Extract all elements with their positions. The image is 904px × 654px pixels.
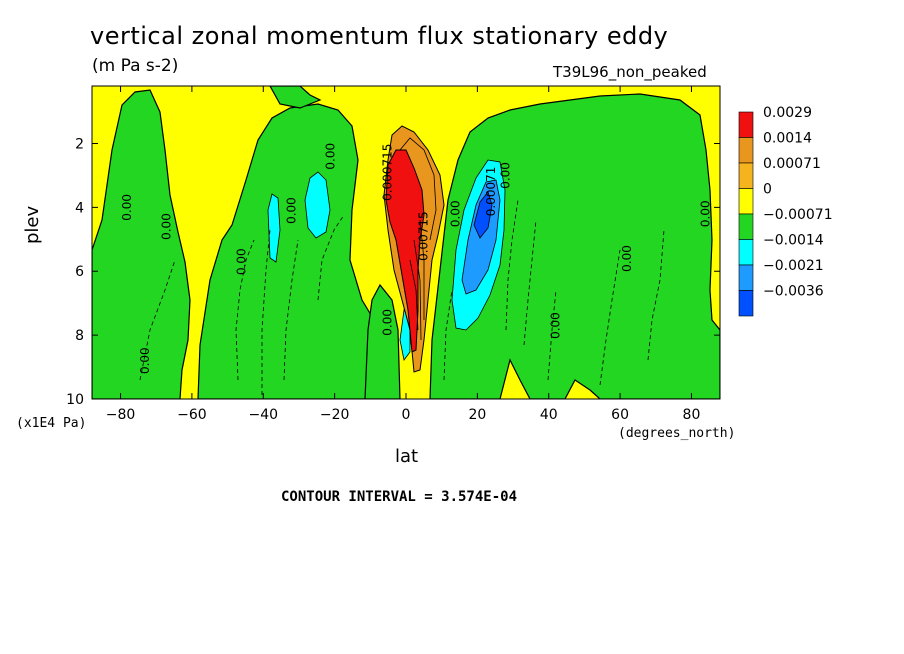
y-tick-label-2: 6 (75, 264, 84, 280)
y-axis-label-text: plev (22, 205, 43, 244)
dataset-label: T39L96_non_peaked (553, 63, 707, 81)
region-green-north (429, 93, 720, 399)
x-tick-label-5: 20 (468, 407, 486, 423)
y-axis: 2 4 6 8 10 (66, 136, 720, 408)
region-orange-inner (399, 137, 437, 241)
legend-label-1: 0.0014 (763, 131, 812, 147)
contour-label-8: 0.00715 (416, 211, 430, 261)
x-tick-label-6: 40 (540, 407, 558, 423)
contour-inner-lines (409, 219, 425, 341)
contour-label-1: 0.00 (160, 213, 174, 240)
contour-label-4: 0.00 (284, 197, 298, 224)
contour-label-11: 0.00 (498, 162, 512, 189)
x-axis-label: lat (395, 446, 419, 467)
legend-label-2: 0.00071 (763, 156, 821, 172)
contour-label-3: 0.00 (234, 248, 248, 275)
legend-label-0: 0.0029 (763, 105, 812, 121)
legend-swatch-5 (738, 239, 754, 266)
legend-label-6: −0.0021 (763, 258, 824, 274)
legend-label-4: −0.00071 (763, 207, 833, 223)
contour-labels: 0.000.000.000.000.000.00 0.0007150.000.00… (120, 143, 712, 374)
chart-title: vertical zonal momentum flux stationary … (90, 22, 669, 50)
legend-swatch-2 (738, 162, 754, 189)
region-cyan-south2 (267, 193, 281, 263)
contour-label-7: 0.00 (381, 309, 395, 336)
contour-label-0: 0.00 (120, 194, 134, 221)
y-tick-label-0: 2 (75, 136, 84, 152)
x-tick-label-7: 60 (611, 407, 629, 423)
legend-swatch-7 (738, 290, 754, 317)
region-deepblue-north (473, 191, 493, 239)
contour-label-12: 0.00 (548, 312, 562, 339)
legend-swatch-1 (738, 137, 754, 164)
region-green-top (269, 86, 322, 109)
y-tick-label-1: 4 (75, 200, 84, 216)
chart-subtitle: (m Pa s-2) (92, 56, 179, 76)
region-cyan-south (304, 171, 331, 239)
y-axis-label: plev (22, 206, 43, 244)
contour-label-14: 0.00 (698, 200, 712, 227)
x-tick-label-2: −40 (248, 407, 278, 423)
contour-label-10: 0.00071 (484, 167, 498, 217)
y-axis-units: (x1E4 Pa) (16, 416, 87, 431)
x-axis: −80 −60 −40 −20 0 20 40 60 80 (106, 86, 701, 423)
legend-swatch-4 (738, 213, 754, 240)
region-green-eq (364, 283, 401, 399)
contour-label-9: 0.00 (449, 200, 463, 227)
legend-label-3: 0 (763, 182, 772, 198)
contour-field (92, 86, 720, 399)
legend: 0.0029 0.0014 0.00071 0 −0.00071 −0.0014 −0.00… (738, 105, 833, 317)
legend-swatch-6 (738, 264, 754, 291)
x-tick-label-8: 80 (683, 407, 701, 423)
x-axis-units: (degrees_north) (618, 426, 736, 441)
legend-label-7: −0.0036 (763, 284, 824, 300)
region-green-sp (92, 89, 191, 399)
region-red-core (385, 149, 425, 353)
y-tick-label-4: 10 (66, 392, 84, 408)
contour-label-5: 0.00 (324, 143, 338, 170)
contour-label-13: 0.00 (620, 245, 634, 272)
x-tick-label-1: −60 (177, 407, 207, 423)
legend-swatch-3 (738, 188, 754, 215)
y-tick-label-3: 8 (75, 328, 84, 344)
dashed-contours (139, 199, 665, 395)
contour-interval: CONTOUR INTERVAL = 3.574E-04 (281, 489, 518, 505)
x-tick-label-3: −20 (320, 407, 350, 423)
contour-label-2: 0.00 (138, 347, 152, 374)
contour-label-6: 0.000715 (381, 144, 395, 201)
x-tick-label-4: 0 (402, 407, 411, 423)
legend-swatch-0 (738, 111, 754, 138)
legend-label-5: −0.0014 (763, 233, 824, 249)
x-tick-label-0: −80 (106, 407, 136, 423)
